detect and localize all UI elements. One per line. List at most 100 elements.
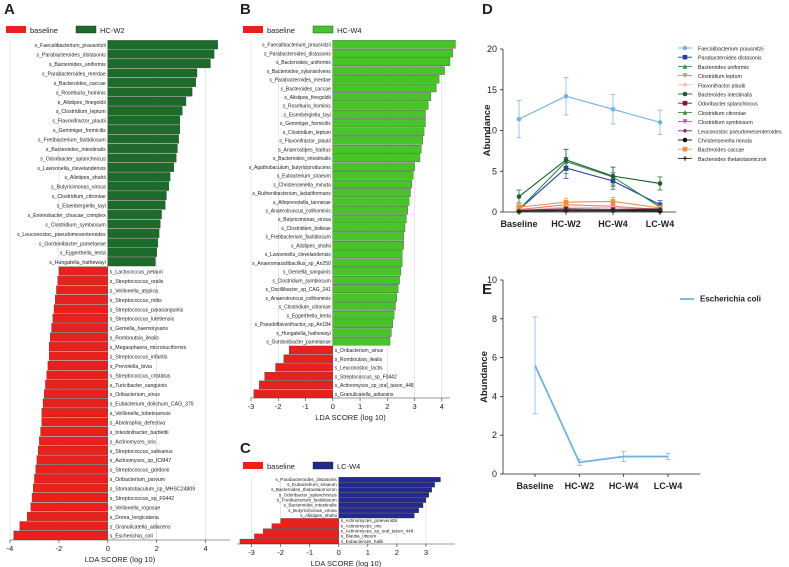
d-marker <box>657 207 663 212</box>
d-legend-marker <box>682 73 688 78</box>
a-bar <box>107 228 160 238</box>
a-bar <box>107 238 159 248</box>
b-bar <box>332 162 415 171</box>
d-legend-label: Clostridium citroniae <box>698 111 746 117</box>
b-bar-label: s_Fretibacterium_fastidiosum <box>265 235 330 241</box>
a-bar-label: s_Roseburia_hominis <box>56 90 106 96</box>
d-y-tick-label: 0 <box>492 207 497 217</box>
line-chart-d: 0 5 10 15 20 Baseline HC-W2 HC-W4 LC-W4 Abundance… <box>482 44 782 229</box>
b-bar <box>332 293 397 302</box>
a-bar-label: s_Fretibacterium_fastidiosum <box>38 137 106 143</box>
b-bar-label: s_Clostridium_bolteae <box>281 226 331 232</box>
a-bar <box>107 191 167 201</box>
b-bar-label: s_Streptococcus_sp_F0442 <box>335 374 397 380</box>
d-legend-marker <box>682 45 688 51</box>
d-marker <box>657 120 663 125</box>
c-legend-swatch-group <box>312 461 334 470</box>
b-bar-label: s_Butyricimonas_virosa <box>278 217 331 223</box>
a-x-tick-label: 0 <box>106 544 110 553</box>
a-bar-label: s_Hungatella_hathewayi <box>49 260 106 266</box>
b-x-tick-label: 4 <box>440 402 444 411</box>
b-bar-label: s_Lawsonella_clevelandensis <box>265 252 331 258</box>
b-bar-label: s_Bacteroides_caccae <box>280 86 331 92</box>
line-chart-e: 0 2 4 6 8 10 Baseline HC-W2 HC-W4 LC-W4 Abundance E… <box>479 275 761 491</box>
b-bar-label: s_Faecalibacterium_prausnitzii <box>262 43 331 49</box>
b-bar <box>332 319 393 328</box>
a-bar <box>42 398 108 408</box>
a-bar-label: s_Gemella_haemolysans <box>110 326 169 332</box>
a-bar-label: s_Granulicatella_adiacens <box>110 524 171 530</box>
d-marker <box>516 204 522 210</box>
c-bar-label: s_Bacteroides_thetaiotaomicron <box>271 487 337 492</box>
b-bar <box>332 118 426 128</box>
a-bar <box>39 436 108 446</box>
a-bar <box>53 304 108 314</box>
b-legend-swatch-baseline <box>243 26 263 33</box>
d-marker <box>516 116 522 122</box>
a-bar-label: s_Leuconostoc_pseudomesenteroides <box>17 232 106 238</box>
a-bar <box>35 464 108 474</box>
b-bar-label: s_Eggerthella_lenta <box>287 313 331 319</box>
b-bar <box>332 214 407 224</box>
b-bar <box>259 380 333 390</box>
b-bar <box>332 197 410 206</box>
b-bar <box>332 241 404 250</box>
c-bar <box>338 487 432 493</box>
lda-chart-a: baseline HC-W2 s_Faecalibacterium_prausnit… <box>6 25 230 564</box>
d-legend-label: Faecalibacterium prausnitzii <box>698 47 764 53</box>
a-bar <box>107 68 198 78</box>
d-legend-label: Christensenella minuta <box>698 139 752 145</box>
b-bar-label: s_Parabacteroides_merdae <box>269 78 331 84</box>
b-x-tick-label: -2 <box>275 402 282 411</box>
d-y-tick-label: 15 <box>487 85 497 95</box>
b-x-tick-label: 3 <box>412 402 416 411</box>
a-bar <box>107 144 178 153</box>
a-bar <box>19 521 108 531</box>
d-legend-label: Bacteroides caccae <box>698 148 744 154</box>
a-bar <box>33 483 108 493</box>
a-bar-label: s_Prevotella_bivia <box>110 364 152 370</box>
b-bar <box>332 302 396 311</box>
a-bar-label: s_Clostridium_leptum <box>56 109 106 115</box>
b-bar-label: s_Anaerostipes_hadrus <box>278 147 331 153</box>
b-bar <box>332 258 403 267</box>
b-bar-label: s_Granulicatella_adiacens <box>335 392 394 398</box>
d-y-tick-label: 10 <box>487 126 497 136</box>
a-bar-label: s_Streptococcus_cristatus <box>110 373 171 379</box>
c-bar-label: s_Actinomyces_graevenitzii <box>341 518 398 523</box>
c-bar <box>263 528 339 534</box>
a-bar <box>107 115 181 125</box>
d-legend-label: Bacteroides intestinalis <box>698 93 753 99</box>
a-bar <box>107 153 177 163</box>
d-series-line <box>518 204 661 211</box>
b-bar-label: s_Ruthenibacterium_lactatiformans <box>252 191 331 197</box>
b-bar <box>332 179 412 189</box>
c-x-tick-label: -1 <box>306 548 313 557</box>
d-legend-label: Parabacteroides distasonis <box>698 56 762 62</box>
b-bar-label: s_Roseburia_hominis <box>283 104 332 110</box>
a-bar <box>34 474 108 484</box>
a-bar <box>31 493 108 503</box>
a-bar <box>107 106 183 116</box>
c-bar <box>338 507 419 514</box>
c-bar-label: s_Odoribacter_splanchnicus <box>279 492 338 497</box>
b-bar <box>332 75 440 84</box>
panel-label-d: D <box>482 1 493 18</box>
d-legend-label: Clostridium symbiosum <box>698 120 753 126</box>
c-bar <box>338 482 435 488</box>
c-bar-label: s_Alistipes_shahii <box>300 513 337 518</box>
b-bar <box>332 223 406 232</box>
a-bar <box>41 417 108 427</box>
a-legend-label-baseline: baseline <box>30 26 58 35</box>
c-x-tick-label: 1 <box>366 548 370 557</box>
b-bar-label: s_Alistipes_finegoldii <box>284 95 330 101</box>
a-bar-label: s_Veillonella_rogosae <box>110 505 161 511</box>
b-bar-label: s_Anaerotruncus_colihominis <box>265 296 331 302</box>
d-series-line <box>518 160 661 210</box>
a-bar-label: s_Gordonibacter_pamelaeae <box>39 241 106 247</box>
a-bar-label: s_Butyricimonas_virosa <box>51 185 106 191</box>
d-legend-label: Odoribacter splanchnicus <box>698 102 758 108</box>
panel-label-c: C <box>240 440 251 457</box>
a-legend-swatch-group <box>75 25 97 34</box>
b-x-tick-label: -1 <box>302 402 309 411</box>
